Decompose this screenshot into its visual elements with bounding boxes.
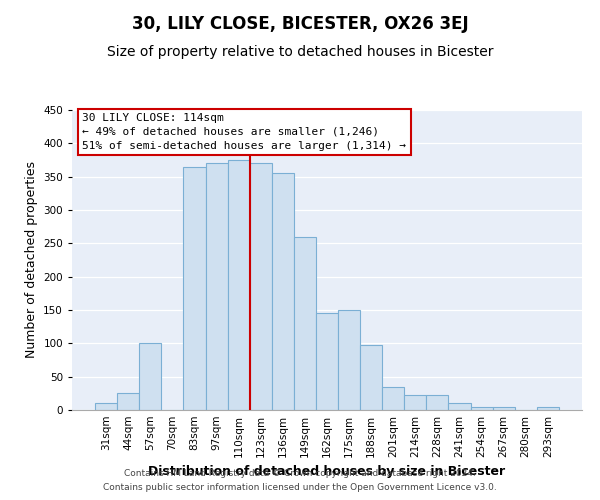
Bar <box>250 164 272 410</box>
Bar <box>316 314 338 410</box>
Bar <box>448 404 470 410</box>
Text: Contains HM Land Registry data © Crown copyright and database right 2024.: Contains HM Land Registry data © Crown c… <box>124 468 476 477</box>
Text: Size of property relative to detached houses in Bicester: Size of property relative to detached ho… <box>107 45 493 59</box>
Bar <box>206 164 227 410</box>
Text: 30 LILY CLOSE: 114sqm
← 49% of detached houses are smaller (1,246)
51% of semi-d: 30 LILY CLOSE: 114sqm ← 49% of detached … <box>82 113 406 151</box>
Bar <box>537 408 559 410</box>
Bar <box>493 408 515 410</box>
Text: 30, LILY CLOSE, BICESTER, OX26 3EJ: 30, LILY CLOSE, BICESTER, OX26 3EJ <box>131 15 469 33</box>
Y-axis label: Number of detached properties: Number of detached properties <box>25 162 38 358</box>
Bar <box>427 396 448 410</box>
Bar <box>117 394 139 410</box>
Bar <box>139 344 161 410</box>
Bar <box>227 160 250 410</box>
Bar <box>184 166 206 410</box>
Bar <box>95 404 117 410</box>
Bar <box>360 346 382 410</box>
Bar <box>272 174 294 410</box>
Text: Contains public sector information licensed under the Open Government Licence v3: Contains public sector information licen… <box>103 484 497 492</box>
Bar <box>404 396 427 410</box>
Bar <box>294 236 316 410</box>
X-axis label: Distribution of detached houses by size in Bicester: Distribution of detached houses by size … <box>148 466 506 478</box>
Bar <box>382 386 404 410</box>
Bar <box>338 310 360 410</box>
Bar <box>470 408 493 410</box>
